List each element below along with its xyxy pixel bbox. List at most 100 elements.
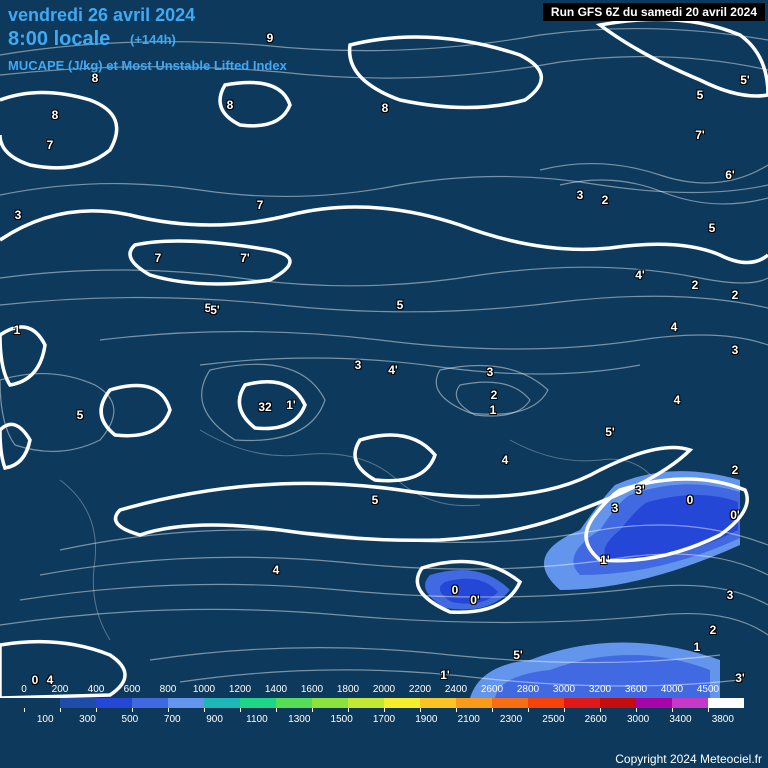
legend-label-bot: 2300 [500, 714, 522, 725]
legend-label-top: 1000 [193, 684, 215, 695]
legend-label-top: 2200 [409, 684, 431, 695]
legend-segment [240, 698, 276, 708]
legend-segment [60, 698, 96, 708]
contour-value-label: 2 [491, 388, 498, 402]
thick-contour-center [355, 435, 435, 481]
legend-label-top: 4500 [697, 684, 719, 695]
legend-segment [24, 698, 60, 708]
contour-value-label: 5 [397, 298, 404, 312]
contour-value-label: 0 [32, 673, 39, 687]
legend-label-top: 0 [21, 684, 27, 695]
contour-value-label: 4' [388, 363, 398, 377]
map-area: Run GFS 6Z du samedi 20 avril 2024 vendr… [0, 0, 768, 698]
contour-value-label: 1 [490, 403, 497, 417]
legend-label-top: 800 [160, 684, 177, 695]
contour-value-label: 3 [15, 208, 22, 222]
contour-value-label: 7 [257, 198, 264, 212]
c4 [0, 267, 768, 286]
contour-value-label: 1' [286, 398, 296, 412]
contour-value-label: 4 [502, 453, 509, 467]
c9 [0, 374, 114, 452]
contour-value-label: 2 [732, 463, 739, 477]
contour-value-label: 2 [732, 288, 739, 302]
contour-value-label: 3' [635, 483, 645, 497]
c7 [200, 358, 640, 374]
legend-segment [312, 698, 348, 708]
contour-value-label: 4 [671, 320, 678, 334]
legend-segment [168, 698, 204, 708]
contour-value-label: 6' [725, 168, 735, 182]
bottom-strip: 0200400600800100012001400160018002000220… [0, 698, 768, 768]
contour-value-label: 7 [155, 251, 162, 265]
legend-label-bot: 300 [79, 714, 96, 725]
contour-value-label: 1 [694, 640, 701, 654]
contour-value-label: 7 [47, 138, 54, 152]
contour-value-label: 8 [382, 101, 389, 115]
thick-contour-w1 [0, 327, 45, 385]
contour-value-label: 3 [355, 358, 362, 372]
legend-segment [708, 698, 744, 708]
c12 [20, 584, 768, 605]
contour-value-label: 3 [727, 588, 734, 602]
thick-contour-small1 [101, 386, 170, 436]
contour-value-label: 5' [210, 303, 220, 317]
contour-value-label: 1 [14, 323, 21, 337]
legend-label-bot: 3800 [712, 714, 734, 725]
c3 [0, 177, 768, 197]
legend-segment [636, 698, 672, 708]
legend-label-top: 600 [124, 684, 141, 695]
contour-value-label: 5' [605, 425, 615, 439]
c13 [0, 609, 768, 635]
legend-segment [132, 698, 168, 708]
time-line: 8:00 locale [8, 28, 110, 51]
contour-value-label: 4' [635, 268, 645, 282]
legend-label-top: 1800 [337, 684, 359, 695]
legend-label-bot: 900 [206, 714, 223, 725]
contour-value-label: 3 [732, 343, 739, 357]
contour-value-label: 9 [267, 31, 274, 45]
legend-label-top: 3600 [625, 684, 647, 695]
legend-label-bot: 2600 [585, 714, 607, 725]
legend-label-bot: 1500 [331, 714, 353, 725]
legend-segment [348, 698, 384, 708]
contour-value-label: 0 [687, 493, 694, 507]
legend-label-top: 1600 [301, 684, 323, 695]
contour-value-label: 8 [92, 71, 99, 85]
legend-label-bot: 1300 [288, 714, 310, 725]
legend-label-top: 3000 [553, 684, 575, 695]
color-legend: 0200400600800100012001400160018002000220… [24, 698, 744, 720]
contour-value-label: 7' [240, 251, 250, 265]
contour-value-label: 8 [227, 98, 234, 112]
legend-label-bot: 1900 [415, 714, 437, 725]
contour-value-label: 3 [612, 501, 619, 515]
contour-value-label: 0' [470, 593, 480, 607]
contour-value-label: 3' [735, 671, 745, 685]
legend-segment [276, 698, 312, 708]
c6 [100, 332, 768, 350]
run-info-box: Run GFS 6Z du samedi 20 avril 2024 [543, 3, 765, 21]
legend-label-bot: 3400 [669, 714, 691, 725]
legend-label-bot: 500 [122, 714, 139, 725]
legend-label-top: 3200 [589, 684, 611, 695]
legend-label-top: 2600 [481, 684, 503, 695]
contour-value-label: 8 [52, 108, 59, 122]
legend-label-top: 2000 [373, 684, 395, 695]
contour-value-label: 32 [258, 400, 271, 414]
contour-value-label: 2 [692, 278, 699, 292]
contour-value-label: 5 [372, 493, 379, 507]
legend-label-bot: 2100 [458, 714, 480, 725]
legend-segment [528, 698, 564, 708]
legend-label-bot: 700 [164, 714, 181, 725]
contour-value-label: 5 [709, 221, 716, 235]
legend-segment [564, 698, 600, 708]
legend-segment [96, 698, 132, 708]
contour-value-label: 7' [695, 128, 705, 142]
contour-value-label: 4 [273, 563, 280, 577]
contour-value-label: 5' [740, 73, 750, 87]
contour-value-label: 4 [674, 393, 681, 407]
legend-segment [204, 698, 240, 708]
date-line: vendredi 26 avril 2024 [8, 5, 195, 26]
contour-value-label: 5 [697, 88, 704, 102]
coast-3 [510, 440, 655, 480]
contour-value-label: 5 [77, 408, 84, 422]
